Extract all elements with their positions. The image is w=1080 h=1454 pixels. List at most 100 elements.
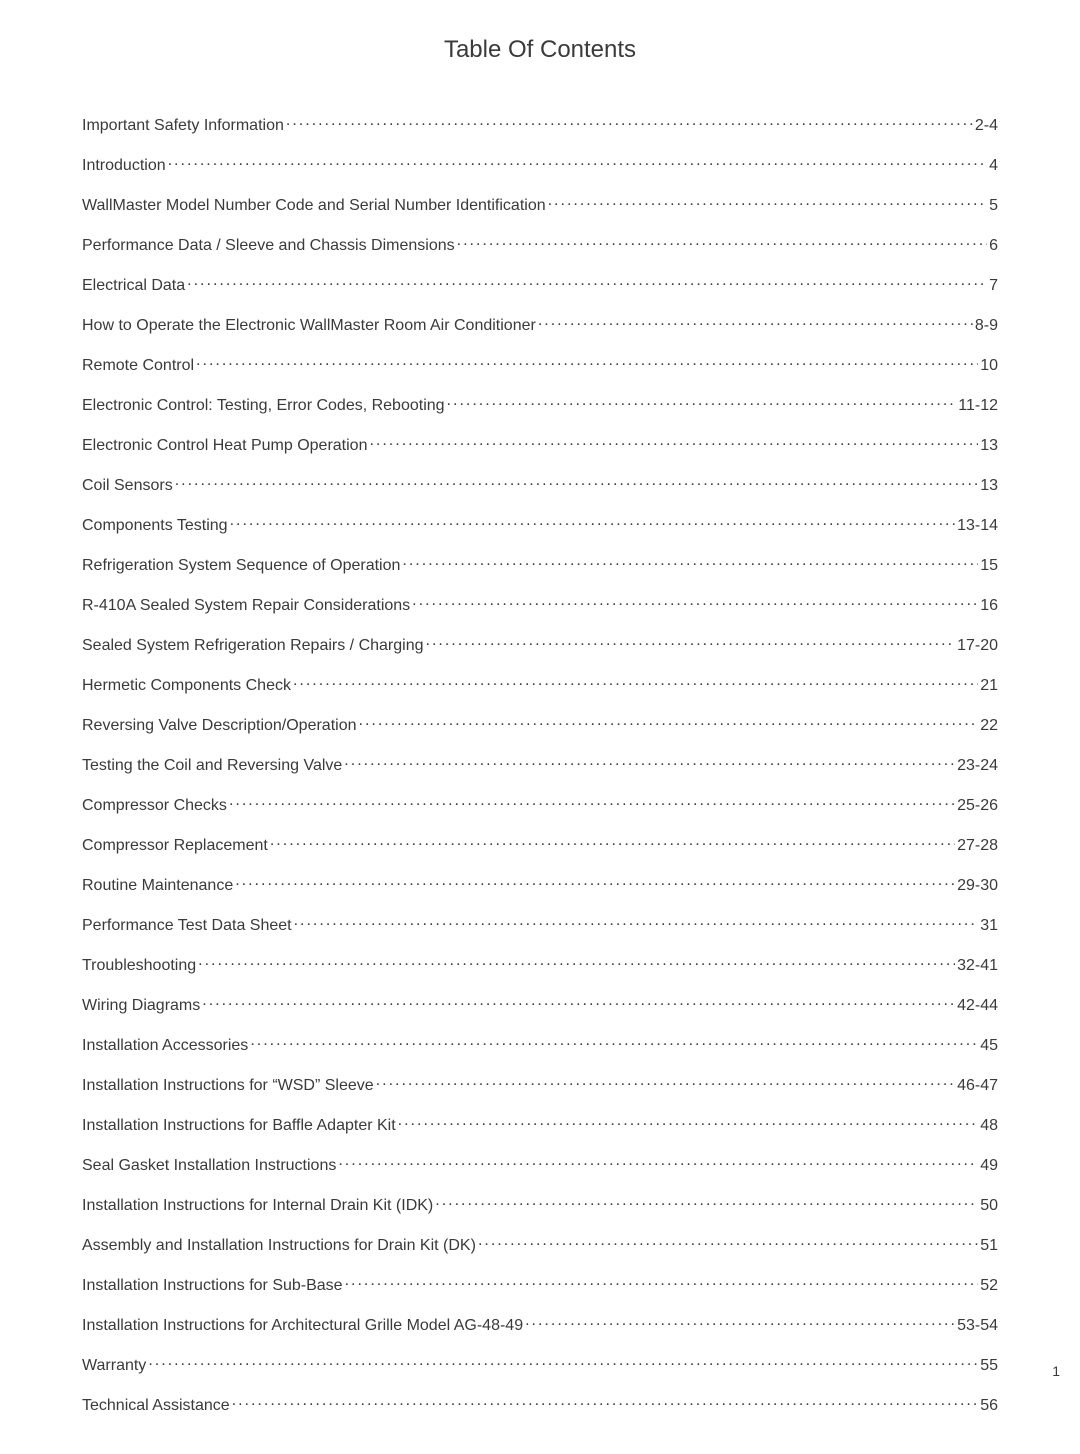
toc-entry-page: 21 <box>980 677 998 695</box>
toc-entry-label: Warranty <box>82 1357 146 1375</box>
toc-entry: Compressor Checks 25-26 <box>82 794 998 815</box>
toc-entry-label: Installation Instructions for Internal D… <box>82 1197 433 1215</box>
toc-entry: Hermetic Components Check 21 <box>82 674 998 695</box>
toc-leader-dots <box>202 994 955 1010</box>
toc-entry: How to Operate the Electronic WallMaster… <box>82 314 998 335</box>
toc-entry: Electronic Control: Testing, Error Codes… <box>82 394 998 415</box>
toc-entry-label: R-410A Sealed System Repair Consideratio… <box>82 597 410 615</box>
toc-entry-page: 46-47 <box>957 1077 998 1095</box>
toc-entry: Testing the Coil and Reversing Valve 23-… <box>82 754 998 775</box>
toc-leader-dots <box>168 154 987 170</box>
toc-entry-page: 53-54 <box>957 1317 998 1335</box>
toc-entry-page: 13 <box>980 477 998 495</box>
toc-leader-dots <box>286 114 973 130</box>
toc-entry-label: Remote Control <box>82 357 194 375</box>
toc-entry-page: 31 <box>980 917 998 935</box>
toc-entry-page: 7 <box>989 277 998 295</box>
toc-entry-label: How to Operate the Electronic WallMaster… <box>82 317 536 335</box>
toc-leader-dots <box>230 514 956 530</box>
toc-leader-dots <box>359 714 979 730</box>
toc-leader-dots <box>447 394 957 410</box>
toc-entry: Components Testing 13-14 <box>82 514 998 535</box>
toc-leader-dots <box>187 274 987 290</box>
toc-leader-dots <box>148 1354 978 1370</box>
toc-entry-label: Reversing Valve Description/Operation <box>82 717 357 735</box>
toc-entry-label: Seal Gasket Installation Instructions <box>82 1157 336 1175</box>
toc-leader-dots <box>338 1154 978 1170</box>
toc-entry: Installation Instructions for “WSD” Slee… <box>82 1074 998 1095</box>
toc-entry-label: Refrigeration System Sequence of Operati… <box>82 557 400 575</box>
toc-entry: Assembly and Installation Instructions f… <box>82 1234 998 1255</box>
toc-entry-label: Wiring Diagrams <box>82 997 200 1015</box>
toc-entry-page: 49 <box>980 1157 998 1175</box>
toc-leader-dots <box>376 1074 955 1090</box>
toc-leader-dots <box>196 354 978 370</box>
toc-entry-label: Compressor Checks <box>82 797 227 815</box>
toc-entry-page: 2-4 <box>975 117 998 135</box>
toc-entry-page: 32-41 <box>957 957 998 975</box>
toc-entry: Seal Gasket Installation Instructions 49 <box>82 1154 998 1175</box>
toc-entry-page: 55 <box>980 1357 998 1375</box>
toc-entry: Performance Data / Sleeve and Chassis Di… <box>82 234 998 255</box>
toc-entry-page: 11-12 <box>958 397 998 415</box>
toc-entry: Performance Test Data Sheet 31 <box>82 914 998 935</box>
toc-entry-page: 27-28 <box>957 837 998 855</box>
page-title: Table Of Contents <box>82 36 998 64</box>
toc-entry-page: 10 <box>980 357 998 375</box>
toc-entry-label: Installation Accessories <box>82 1037 248 1055</box>
toc-leader-dots <box>235 874 955 890</box>
toc-entry-page: 17-20 <box>957 637 998 655</box>
toc-entry: Installation Accessories 45 <box>82 1034 998 1055</box>
toc-entry-label: Assembly and Installation Instructions f… <box>82 1237 476 1255</box>
toc-entry: Electronic Control Heat Pump Operation 1… <box>82 434 998 455</box>
toc-entry-label: Installation Instructions for Sub-Base <box>82 1277 343 1295</box>
toc-entry-page: 25-26 <box>957 797 998 815</box>
toc-leader-dots <box>435 1194 978 1210</box>
toc-leader-dots <box>270 834 955 850</box>
toc-entry: Wiring Diagrams 42-44 <box>82 994 998 1015</box>
toc-entry-page: 52 <box>980 1277 998 1295</box>
toc-entry-page: 48 <box>980 1117 998 1135</box>
toc-entry-label: Electronic Control Heat Pump Operation <box>82 437 367 455</box>
toc-entry-page: 16 <box>980 597 998 615</box>
toc-entry-label: Components Testing <box>82 517 228 535</box>
toc-entry-label: Compressor Replacement <box>82 837 268 855</box>
toc-entry-label: Electrical Data <box>82 277 185 295</box>
toc-leader-dots <box>398 1114 979 1130</box>
toc-entry-label: Testing the Coil and Reversing Valve <box>82 757 342 775</box>
toc-entry-page: 5 <box>989 197 998 215</box>
toc-entry-label: Performance Data / Sleeve and Chassis Di… <box>82 237 455 255</box>
toc-entry-label: Electronic Control: Testing, Error Codes… <box>82 397 445 415</box>
toc-leader-dots <box>525 1314 955 1330</box>
toc-entry-page: 13 <box>980 437 998 455</box>
toc-leader-dots <box>175 474 979 490</box>
toc-entry: Warranty 55 <box>82 1354 998 1375</box>
toc-entry-page: 45 <box>980 1037 998 1055</box>
toc-entry: Remote Control 10 <box>82 354 998 375</box>
toc-entry: Compressor Replacement 27-28 <box>82 834 998 855</box>
toc-leader-dots <box>538 314 973 330</box>
toc-list: Important Safety Information 2-4Introduc… <box>82 114 998 1415</box>
toc-entry: R-410A Sealed System Repair Consideratio… <box>82 594 998 615</box>
toc-entry: Important Safety Information 2-4 <box>82 114 998 135</box>
toc-entry-page: 42-44 <box>957 997 998 1015</box>
toc-entry: Installation Instructions for Baffle Ada… <box>82 1114 998 1135</box>
toc-entry-page: 51 <box>980 1237 998 1255</box>
toc-leader-dots <box>294 914 979 930</box>
toc-entry-label: Technical Assistance <box>82 1397 230 1415</box>
toc-entry: Troubleshooting 32-41 <box>82 954 998 975</box>
toc-entry-label: Installation Instructions for Architectu… <box>82 1317 523 1335</box>
toc-entry: Installation Instructions for Internal D… <box>82 1194 998 1215</box>
toc-leader-dots <box>478 1234 978 1250</box>
toc-entry-page: 4 <box>989 157 998 175</box>
toc-leader-dots <box>293 674 978 690</box>
toc-leader-dots <box>369 434 978 450</box>
toc-leader-dots <box>426 634 956 650</box>
toc-entry-label: Coil Sensors <box>82 477 173 495</box>
toc-entry-page: 13-14 <box>957 517 998 535</box>
toc-leader-dots <box>250 1034 978 1050</box>
toc-leader-dots <box>344 754 955 770</box>
toc-entry-label: Installation Instructions for Baffle Ada… <box>82 1117 396 1135</box>
toc-leader-dots <box>457 234 987 250</box>
toc-entry-page: 6 <box>989 237 998 255</box>
